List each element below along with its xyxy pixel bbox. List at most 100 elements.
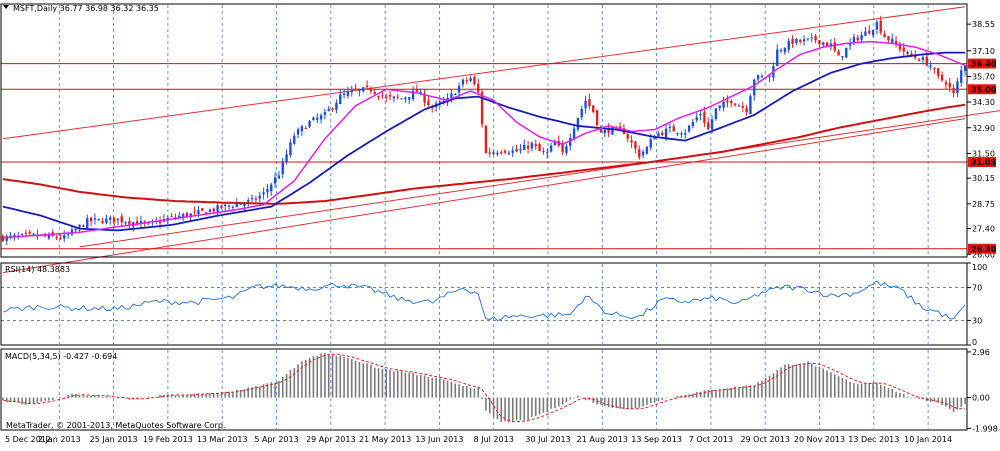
candle-body	[561, 143, 564, 152]
candle-body	[730, 101, 733, 104]
candle-body	[342, 93, 346, 96]
y-tick-label: 37.10	[972, 47, 995, 56]
x-tick-label: 8 Jul 2013	[474, 435, 514, 444]
candle-body	[753, 79, 756, 96]
candle-body	[848, 43, 852, 46]
candle-body	[726, 100, 729, 103]
candle-body	[684, 133, 687, 135]
candle-body	[718, 105, 721, 108]
candle-body	[822, 42, 825, 45]
candle-body	[411, 90, 415, 100]
candle-body	[480, 91, 484, 125]
y-tick-label: 30.15	[972, 174, 995, 183]
candle-body	[829, 43, 833, 46]
candle-body	[74, 228, 77, 231]
candle-body	[201, 208, 204, 211]
candle-body	[323, 111, 327, 115]
candle-body	[668, 127, 672, 129]
candle-body	[373, 91, 376, 94]
candle-body	[837, 51, 840, 56]
candle-body	[791, 38, 794, 44]
candle-body	[944, 82, 948, 85]
y-tick-label: 28.75	[972, 200, 995, 209]
y-tick-label: 26.00	[972, 250, 995, 259]
candle-body	[511, 150, 514, 153]
candle-body	[243, 203, 246, 206]
channel-line	[2, 6, 966, 140]
candle-body	[469, 78, 472, 81]
candle-body	[369, 89, 373, 92]
candle-body	[741, 106, 744, 108]
candle-body	[392, 96, 396, 99]
candle-body	[477, 84, 480, 93]
candle-body	[450, 93, 453, 99]
price-level-badge	[968, 58, 996, 69]
candle-body	[193, 211, 196, 213]
candle-body	[250, 198, 254, 200]
candle-body	[47, 234, 51, 239]
candle-body	[465, 80, 468, 82]
candle-body	[404, 97, 407, 100]
candle-body	[488, 152, 491, 154]
candle-body	[519, 148, 522, 151]
candle-body	[296, 129, 300, 135]
moving-average-fast	[2, 40, 966, 239]
candle-body	[362, 87, 365, 92]
candle-body	[235, 203, 238, 207]
candle-body	[879, 20, 882, 33]
candle-body	[101, 221, 104, 224]
candle-body	[868, 30, 871, 34]
price-panel	[1, 6, 1000, 274]
candle-body	[776, 49, 779, 66]
y-tick-label: 27.40	[972, 225, 995, 234]
candle-body	[507, 153, 511, 155]
candle-body	[523, 144, 526, 150]
candle-body	[672, 126, 675, 132]
candle-body	[358, 89, 361, 92]
candle-body	[779, 50, 783, 52]
candle-body	[189, 213, 192, 218]
candle-body	[756, 75, 760, 80]
candle-body	[239, 203, 242, 205]
candle-body	[82, 225, 85, 227]
macd-tick-label: 0.00	[972, 394, 990, 403]
candle-body	[707, 122, 710, 130]
candle-body	[170, 215, 173, 217]
price-level-badge	[968, 157, 996, 168]
y-tick-label: 35.70	[972, 72, 995, 81]
candle-body	[802, 39, 806, 42]
candle-body	[120, 216, 123, 223]
candle-body	[339, 94, 342, 104]
price-panel-frame	[0, 3, 968, 258]
candle-body	[569, 137, 572, 146]
x-tick-label: 7 Oct 2013	[689, 435, 733, 444]
candle-body	[795, 38, 798, 44]
candle-body	[549, 145, 553, 152]
x-tick-label: 25 Jan 2013	[90, 435, 138, 444]
candle-body	[262, 192, 265, 194]
x-tick-label: 21 May 2013	[359, 435, 411, 444]
candle-body	[710, 119, 714, 130]
rsi-tick-label: 70	[972, 284, 982, 293]
candle-body	[293, 135, 296, 144]
candle-body	[914, 55, 917, 58]
candle-body	[66, 234, 70, 236]
candle-body	[929, 65, 932, 67]
x-tick-label: 29 Apr 2013	[306, 435, 355, 444]
x-tick-label: 5 Dec 2012	[5, 435, 51, 444]
candle-body	[312, 117, 315, 121]
candle-body	[902, 47, 905, 52]
candle-body	[875, 22, 879, 30]
candle-body	[864, 31, 867, 36]
candle-body	[576, 117, 580, 130]
candle-body	[546, 152, 549, 154]
candle-body	[898, 43, 902, 50]
candle-body	[86, 218, 89, 228]
candle-body	[24, 233, 28, 235]
macd-signal-line	[2, 353, 966, 423]
candle-body	[871, 30, 875, 35]
price-panel-title: MSFT,Daily 36.77 36.98 36.32 36.35	[13, 4, 159, 13]
candle-body	[178, 215, 181, 218]
candle-body	[43, 234, 47, 237]
candle-body	[5, 236, 8, 241]
